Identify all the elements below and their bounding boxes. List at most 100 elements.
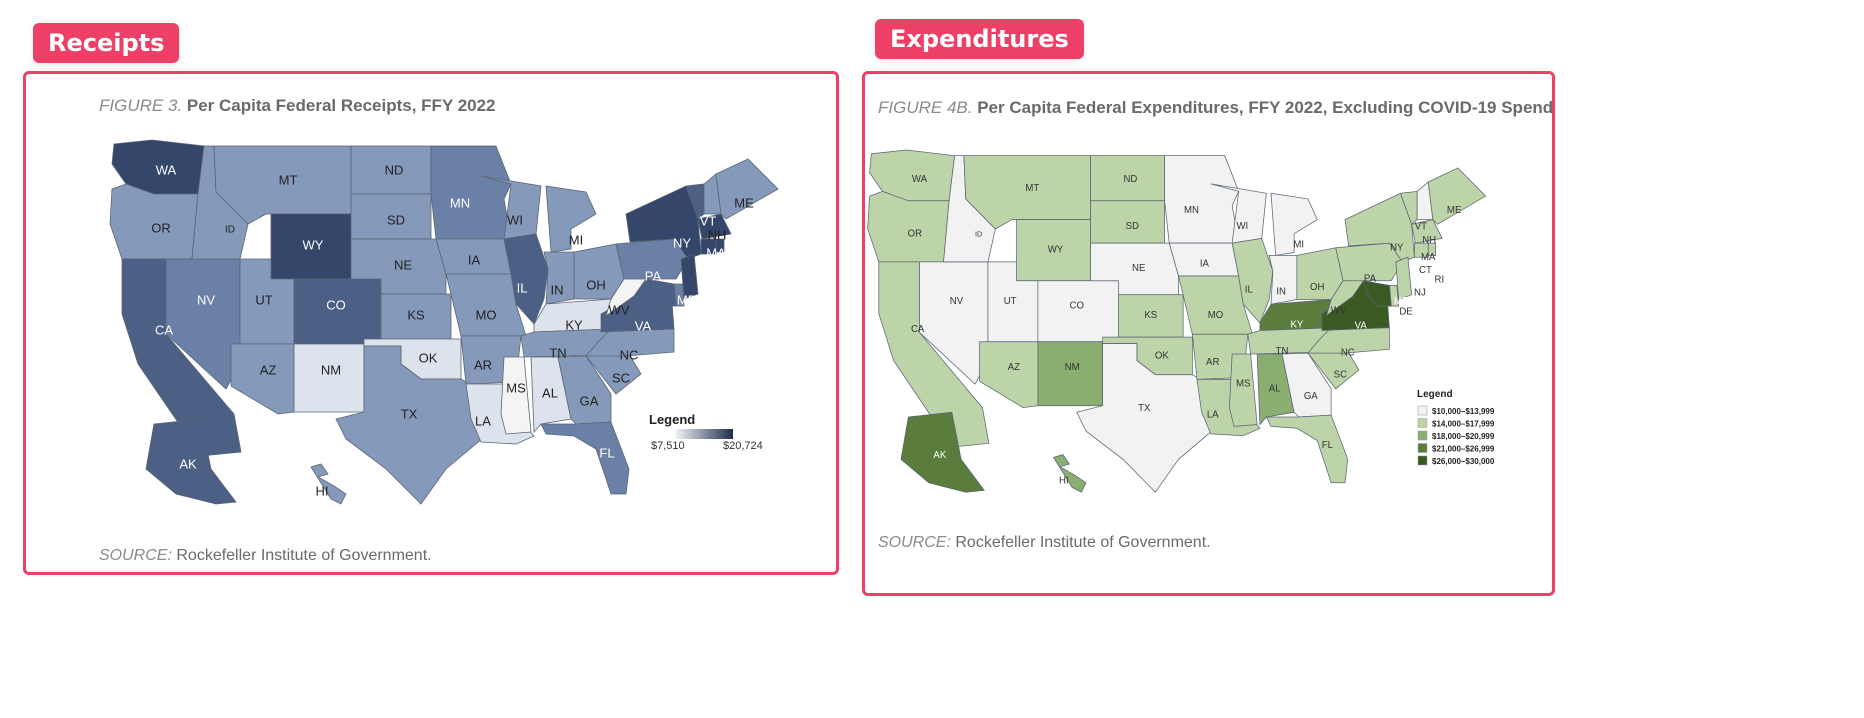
receipts-source: SOURCE: Rockefeller Institute of Governm… bbox=[99, 547, 432, 565]
expenditures-legend-label: $14,000–$17,999 bbox=[1432, 420, 1495, 429]
state-label-wa: WA bbox=[912, 174, 928, 185]
expenditures-legend-swatch bbox=[1417, 418, 1428, 428]
state-ak bbox=[900, 411, 985, 493]
state-label-ky: KY bbox=[1290, 319, 1303, 330]
state-label-co: CO bbox=[1070, 301, 1085, 312]
state-label-mo: MO bbox=[476, 307, 497, 322]
state-label-or: OR bbox=[908, 228, 922, 239]
state-ma bbox=[1411, 219, 1443, 244]
state-ms bbox=[1229, 353, 1258, 427]
state-fl bbox=[540, 421, 630, 495]
receipts-legend-min: $7,510 bbox=[651, 440, 685, 452]
receipts-source-text: Rockefeller Institute of Government. bbox=[176, 547, 432, 564]
state-label-ca: CA bbox=[911, 324, 925, 335]
state-label-nh: NH bbox=[1422, 235, 1436, 246]
state-label-ia: IA bbox=[1200, 258, 1210, 269]
state-label-ms: MS bbox=[506, 380, 526, 395]
expenditures-panel: FIGURE 4B. Per Capita Federal Expenditur… bbox=[862, 71, 1555, 596]
state-label-nc: NC bbox=[1341, 348, 1355, 359]
state-label-tx: TX bbox=[401, 406, 418, 421]
state-label-sc: SC bbox=[612, 370, 630, 385]
state-label-ga: GA bbox=[1304, 391, 1318, 402]
state-nj bbox=[1395, 256, 1412, 301]
expenditures-source-label: SOURCE: bbox=[878, 534, 951, 551]
state-label-vt: VT bbox=[1415, 222, 1427, 233]
state-hi bbox=[1053, 454, 1087, 493]
receipts-legend-title: Legend bbox=[649, 412, 695, 427]
state-label-ut: UT bbox=[1004, 296, 1017, 307]
state-label-wi: WI bbox=[1236, 221, 1248, 232]
state-me bbox=[715, 158, 779, 220]
state-label-wv: WV bbox=[609, 302, 630, 317]
state-label-in: IN bbox=[551, 282, 564, 297]
state-label-mn: MN bbox=[450, 195, 470, 210]
state-label-mt: MT bbox=[279, 172, 298, 187]
state-label-mi: MI bbox=[1293, 239, 1304, 250]
state-label-tn: TN bbox=[549, 345, 566, 360]
state-label-nj: NJ bbox=[699, 283, 715, 298]
receipts-legend-max: $20,724 bbox=[723, 440, 763, 452]
state-md bbox=[1362, 280, 1392, 307]
expenditures-source: SOURCE: Rockefeller Institute of Governm… bbox=[878, 534, 1211, 552]
state-nm bbox=[1037, 341, 1104, 407]
state-label-pa: PA bbox=[1364, 273, 1377, 284]
state-label-ms: MS bbox=[1236, 379, 1251, 390]
receipts-map: WA OR CA NV ID MT WY UT CO AZ NM ND SD NE KS OK TX MN IA MO… bbox=[109, 139, 779, 505]
state-label-oh: OH bbox=[586, 277, 606, 292]
expenditures-legend-swatch bbox=[1417, 443, 1428, 453]
state-ct bbox=[1414, 242, 1429, 258]
state-label-wa: WA bbox=[156, 162, 177, 177]
state-label-wy: WY bbox=[1048, 244, 1064, 255]
expenditures-legend: Legend $10,000–$13,999 $14,000–$17,999 $18,… bbox=[1417, 389, 1495, 466]
state-az bbox=[230, 343, 295, 415]
state-label-mi: MI bbox=[569, 232, 583, 247]
expenditures-source-text: Rockefeller Institute of Government. bbox=[955, 534, 1211, 551]
state-label-mo: MO bbox=[1208, 310, 1224, 321]
state-label-ar: AR bbox=[474, 357, 492, 372]
state-label-or: OR bbox=[151, 220, 171, 235]
state-label-nj: NJ bbox=[1414, 287, 1426, 298]
state-label-va: VA bbox=[635, 318, 652, 333]
state-in bbox=[1268, 254, 1298, 305]
state-label-pa: PA bbox=[645, 268, 662, 283]
state-label-ct: CT bbox=[704, 259, 721, 274]
receipts-source-label: SOURCE: bbox=[99, 547, 172, 564]
state-label-nh: NH bbox=[708, 227, 727, 242]
expenditures-legend-label: $21,000–$26,999 bbox=[1432, 445, 1495, 454]
state-label-nc: NC bbox=[620, 347, 639, 362]
state-label-al: AL bbox=[1269, 383, 1281, 394]
receipts-tag: Receipts bbox=[33, 23, 180, 63]
state-label-ri: RI bbox=[722, 269, 735, 284]
receipts-title-text: Per Capita Federal Receipts, FFY 2022 bbox=[186, 96, 496, 115]
state-label-ar: AR bbox=[1206, 357, 1219, 368]
state-label-vt: VT bbox=[700, 213, 717, 228]
state-label-me: ME bbox=[1447, 205, 1462, 216]
state-ak bbox=[145, 418, 237, 505]
state-label-fl: FL bbox=[1322, 440, 1334, 451]
state-ri bbox=[715, 238, 725, 253]
state-label-oh: OH bbox=[1310, 282, 1324, 293]
state-label-de: DE bbox=[683, 303, 701, 318]
state-label-id: ID bbox=[975, 230, 983, 239]
state-nm bbox=[293, 343, 365, 413]
expenditures-figure-label: FIGURE 4B. bbox=[878, 98, 973, 117]
state-label-az: AZ bbox=[1008, 362, 1020, 373]
state-label-wi: WI bbox=[507, 212, 523, 227]
state-ri bbox=[1427, 242, 1437, 256]
state-mn bbox=[430, 145, 512, 240]
state-nj bbox=[680, 253, 699, 300]
state-label-il: IL bbox=[1245, 285, 1254, 296]
state-label-ca: CA bbox=[155, 322, 173, 337]
expenditures-legend-label: $26,000–$30,000 bbox=[1432, 457, 1495, 466]
state-label-ma: MA bbox=[1421, 252, 1436, 263]
state-label-il: IL bbox=[517, 280, 528, 295]
state-label-ok: OK bbox=[1155, 350, 1169, 361]
state-label-mn: MN bbox=[1184, 205, 1199, 216]
expenditures-figure-title: FIGURE 4B. Per Capita Federal Expenditur… bbox=[878, 98, 1555, 118]
expenditures-legend-swatch bbox=[1417, 455, 1428, 466]
state-label-tn: TN bbox=[1276, 346, 1289, 357]
expenditures-map: WA OR CA NV ID MT WY UT CO AZ NM ND SD NE KS OK TX MN IA MO… bbox=[867, 149, 1495, 493]
expenditures-title-text: Per Capita Federal Expenditures, FFY 202… bbox=[977, 98, 1555, 117]
expenditures-legend-label: $10,000–$13,999 bbox=[1432, 407, 1495, 416]
state-label-ky: KY bbox=[565, 317, 583, 332]
